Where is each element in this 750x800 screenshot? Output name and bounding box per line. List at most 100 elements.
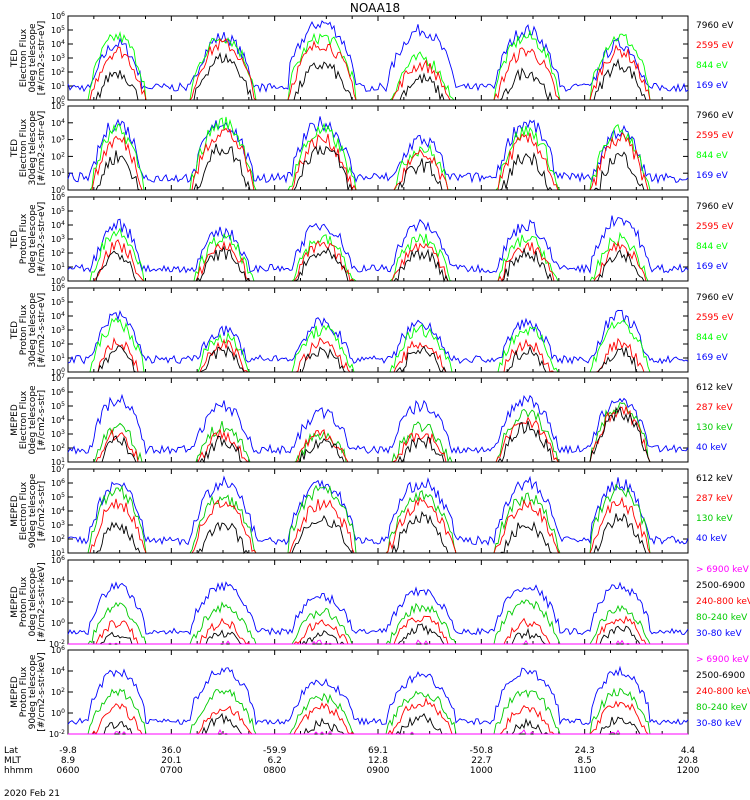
y-tick-exponent: 4	[61, 506, 65, 513]
x-tick-lat: -50.8	[470, 746, 494, 756]
y-tick-label: 10-2	[49, 729, 65, 740]
legend-entry: 130 keV	[696, 423, 733, 433]
y-tick-label: 104	[51, 666, 65, 677]
y-tick-exponent: 4	[61, 311, 65, 318]
y-tick-exponent: 5	[61, 492, 65, 499]
y-tick-exponent: 6	[61, 11, 65, 18]
x-tick-lat: 24.3	[575, 746, 595, 756]
y-tick-exponent: 0	[61, 185, 65, 192]
series-line	[67, 116, 689, 185]
y-axis-label-line: [#/cm2-s-str-keV]	[37, 652, 47, 731]
y-tick-exponent: 3	[61, 53, 65, 60]
chart-title: NOAA18	[350, 1, 400, 15]
y-tick-label: 106	[51, 478, 65, 489]
y-tick-exponent: 1	[61, 548, 65, 555]
series-line	[67, 215, 689, 275]
legend-entry: 2595 eV	[696, 313, 734, 323]
series-line	[68, 510, 688, 555]
y-tick-label: 101	[51, 262, 65, 273]
y-axis-label: MEPEDProton Flux0deg telescope[#/cm2-s-s…	[10, 562, 47, 641]
y-tick-exponent: 5	[61, 401, 65, 408]
y-tick-label: 106	[51, 387, 65, 398]
legend-entry: 40 keV	[696, 534, 728, 544]
legend-entry: 30-80 keV	[696, 719, 742, 729]
y-axis-label-line: TED	[10, 321, 20, 340]
y-tick-exponent: 3	[61, 520, 65, 527]
y-axis-label-line: Electron Flux	[19, 481, 29, 540]
y-tick-exponent: 4	[61, 117, 65, 124]
y-tick-label: 101	[51, 81, 65, 92]
legend-entry: 169 eV	[696, 353, 729, 363]
series-line	[68, 496, 688, 554]
y-tick-exponent: 6	[61, 478, 65, 485]
x-tick-mlt: 20.8	[678, 756, 698, 766]
series-line	[68, 697, 688, 736]
legend-entry: 2500-6900	[696, 581, 745, 591]
y-tick-label: 104	[51, 117, 65, 128]
y-tick-exponent: 2	[61, 597, 65, 604]
legend-entry: 80-240 keV	[696, 703, 748, 713]
y-tick-exponent: 2	[61, 248, 65, 255]
x-tick-hhmm: 0800	[263, 766, 286, 776]
panel-6: 101 102 103 104 105 106 107 MEPEDElectron Flux9…	[10, 464, 733, 559]
y-axis-label-line: MEPED	[10, 676, 20, 708]
legend-entry: 287 keV	[696, 494, 733, 504]
y-tick-label: 103	[51, 134, 65, 145]
y-axis-label: MEPEDElectron Flux90deg telescope[#/cm2-…	[10, 473, 47, 548]
series-line	[68, 143, 688, 191]
y-axis-label-line: Electron Flux	[19, 28, 29, 87]
y-axis-label: TEDProton Flux0deg telescope[#/cm2-s-str…	[10, 202, 47, 277]
legend-entry: 240-800 keV	[696, 597, 750, 607]
y-tick-label: 100	[51, 618, 65, 629]
y-tick-label: 102	[51, 67, 65, 78]
series-line	[68, 345, 688, 373]
x-tick-mlt: 6.2	[268, 756, 282, 766]
y-axis-label-line: 0deg telescope	[28, 204, 38, 274]
y-tick-label: 106	[51, 555, 65, 566]
y-axis-label: MEPEDElectron Flux0deg telescope[#/cm2-s…	[10, 385, 47, 455]
y-tick-exponent: 7	[61, 373, 65, 380]
x-tick-mlt: 8.9	[61, 756, 76, 766]
y-axis-label-line: 90deg telescope	[28, 654, 38, 729]
x-tick-hhmm: 0700	[160, 766, 183, 776]
legend-entry: 30-80 keV	[696, 629, 742, 639]
y-tick-label: 102	[51, 534, 65, 545]
series-line	[68, 599, 688, 645]
y-tick-exponent: 4	[61, 415, 65, 422]
y-tick-exponent: 6	[61, 283, 65, 290]
y-axis-label-line: [#/cm2-s-str-eV]	[37, 202, 47, 277]
y-tick-label: 101	[51, 548, 65, 559]
y-axis-label: TEDProton Flux30deg telescope[#/cm2-s-st…	[10, 292, 47, 367]
y-axis-label-line: TED	[10, 139, 20, 158]
series-line	[68, 245, 688, 283]
legend-entry: 7960 eV	[696, 21, 734, 31]
y-tick-exponent: 1	[61, 353, 65, 360]
y-axis-label-line: 0deg telescope	[28, 567, 38, 637]
y-tick-label: 104	[51, 506, 65, 517]
legend-entry: 7960 eV	[696, 202, 734, 212]
y-tick-exponent: 1	[61, 457, 65, 464]
y-tick-label: 103	[51, 53, 65, 64]
y-tick-exponent: 0	[61, 95, 65, 102]
y-axis-label-line: MEPED	[10, 586, 20, 618]
legend-entry: 612 keV	[696, 474, 733, 484]
x-tick-mlt: 20.1	[161, 756, 181, 766]
y-tick-label: 10-2	[49, 639, 65, 650]
y-tick-exponent: 4	[61, 666, 65, 673]
legend-entry: 130 keV	[696, 514, 733, 524]
y-axis-label-line: 0deg telescope	[28, 23, 38, 93]
y-tick-exponent: 0	[61, 276, 65, 283]
y-tick-label: 102	[51, 151, 65, 162]
y-tick-exponent: 2	[61, 339, 65, 346]
y-tick-exponent: 2	[61, 151, 65, 158]
y-tick-exponent: 3	[61, 134, 65, 141]
y-axis-label-line: 0deg telescope	[28, 385, 38, 455]
y-axis-label-line: Electron Flux	[19, 118, 29, 177]
y-tick-exponent: 5	[61, 101, 65, 108]
x-tick-lat: 36.0	[161, 746, 181, 756]
y-axis-label-line: Proton Flux	[19, 213, 29, 264]
